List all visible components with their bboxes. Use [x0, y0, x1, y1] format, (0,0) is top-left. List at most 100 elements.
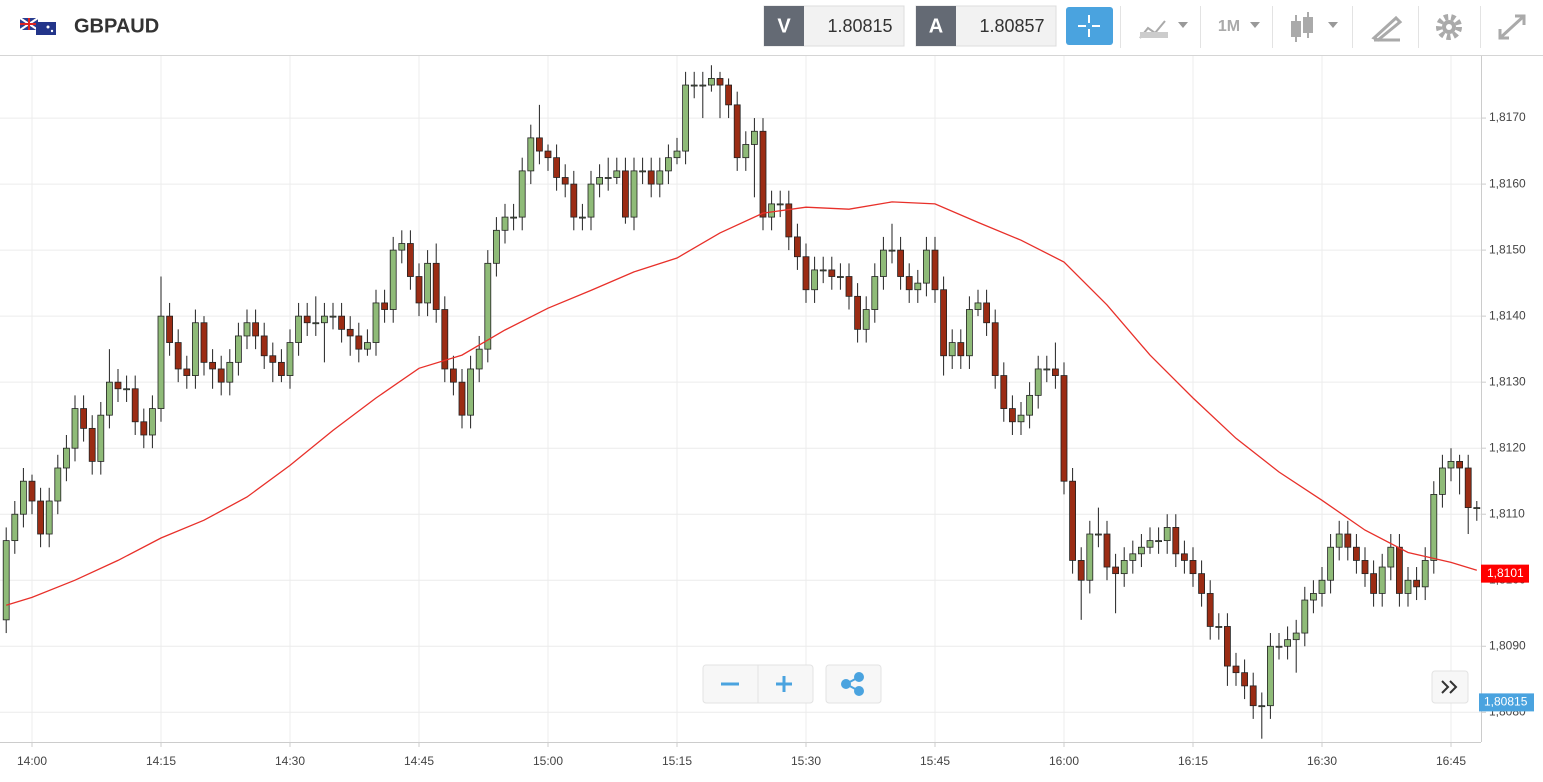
candle-body [1370, 573, 1377, 594]
candle-body [931, 249, 939, 291]
candle-body [1181, 553, 1188, 561]
toolbar-dividers [1120, 6, 1481, 48]
candle-body [243, 322, 251, 337]
candle-body [191, 322, 199, 376]
candle-body [1284, 639, 1291, 647]
scroll-to-end-button[interactable] [1431, 670, 1469, 704]
candle-body [71, 408, 79, 449]
x-tick-label: 15:45 [920, 754, 950, 768]
ma-tag [1481, 564, 1529, 583]
candle-body [794, 236, 801, 258]
candle-body [940, 289, 947, 357]
candle-body [11, 513, 19, 542]
chart-type-button[interactable] [1139, 20, 1188, 39]
candle-body [1120, 560, 1128, 575]
candle-body [880, 249, 887, 277]
candle-body [1473, 507, 1481, 510]
candle-body [1396, 546, 1403, 594]
candle-body [974, 302, 982, 310]
x-tick-label: 16:30 [1307, 754, 1337, 768]
candle-body [106, 381, 113, 416]
candle-body [716, 78, 724, 86]
candle-body [415, 276, 423, 304]
settings-button[interactable] [1436, 14, 1462, 40]
x-tick-label: 14:45 [404, 754, 434, 768]
candle-body [484, 262, 492, 350]
candle-body [200, 322, 208, 363]
candle-body [114, 381, 122, 390]
candle-body [1138, 546, 1145, 555]
candle-body [424, 262, 432, 304]
candle-body [819, 269, 827, 272]
share-button[interactable] [841, 672, 864, 696]
candle-body [1172, 527, 1180, 555]
candle-body [501, 216, 509, 231]
candle-body [1344, 533, 1352, 548]
candle-body [1456, 460, 1463, 469]
zoom-in[interactable] [776, 676, 792, 692]
candle-body [286, 342, 294, 376]
candle-body [1404, 579, 1412, 594]
candle-body [432, 262, 440, 310]
candle-body [854, 295, 861, 330]
candle-body [622, 170, 629, 218]
bid-label-box [764, 6, 804, 46]
candle-body [166, 315, 174, 343]
candle-body [1103, 533, 1111, 568]
candle-body [914, 282, 922, 291]
candle-body [312, 322, 320, 325]
candle-body [510, 216, 518, 219]
candle-type-button[interactable] [1291, 12, 1338, 42]
candle-body [923, 249, 930, 284]
bid-label: V [777, 15, 791, 37]
candle-body [518, 170, 526, 218]
fullscreen-button[interactable] [1498, 14, 1526, 40]
candle-body [1335, 533, 1343, 548]
candle-body [604, 177, 612, 179]
candle-body [1232, 665, 1240, 674]
ma-tag-label: 1,8101 [1487, 566, 1524, 580]
candle-body [123, 388, 130, 391]
candle-body [561, 177, 569, 185]
candle-body [1447, 460, 1455, 469]
candle-body [252, 322, 260, 337]
candle-body [37, 500, 44, 535]
candle-body [1000, 375, 1008, 409]
candle-body [1206, 593, 1214, 627]
candle-body [234, 335, 242, 363]
candle-body [570, 183, 578, 218]
x-tick-label: 15:15 [662, 754, 692, 768]
y-tick-label: 1,8160 [1489, 176, 1526, 190]
candle-body [1069, 480, 1076, 561]
candle-body [1258, 705, 1266, 708]
candle-body [613, 170, 621, 178]
candle-body [536, 137, 543, 152]
candle-body [1301, 599, 1309, 634]
candle-body [88, 427, 96, 462]
candle-body [862, 309, 870, 330]
candle-body [991, 322, 999, 376]
candle-body [905, 276, 913, 291]
candle-body [269, 355, 277, 363]
candle-body [751, 130, 758, 145]
x-tick-label: 16:15 [1178, 754, 1208, 768]
moving-average [6, 201, 1477, 606]
candle-body [888, 249, 896, 252]
candle-body [690, 84, 698, 87]
candle-body [725, 84, 732, 106]
timeframe-caret [1250, 22, 1260, 28]
y-tick-label: 1,8170 [1489, 110, 1526, 124]
timeframe[interactable]: 1M [1218, 18, 1240, 35]
candle-body [458, 381, 466, 416]
candle-body [1026, 394, 1033, 416]
x-tick-label: 16:45 [1436, 754, 1466, 768]
candle-body [1095, 533, 1102, 536]
crosshair-button[interactable] [1066, 7, 1113, 45]
candle-body [1378, 566, 1386, 594]
candle-body [1052, 368, 1059, 376]
drawing-tool-button[interactable] [1371, 15, 1403, 42]
candle-body [768, 203, 775, 218]
candle-body [1129, 553, 1137, 561]
candle-body [630, 170, 638, 218]
candle-body [785, 203, 793, 238]
